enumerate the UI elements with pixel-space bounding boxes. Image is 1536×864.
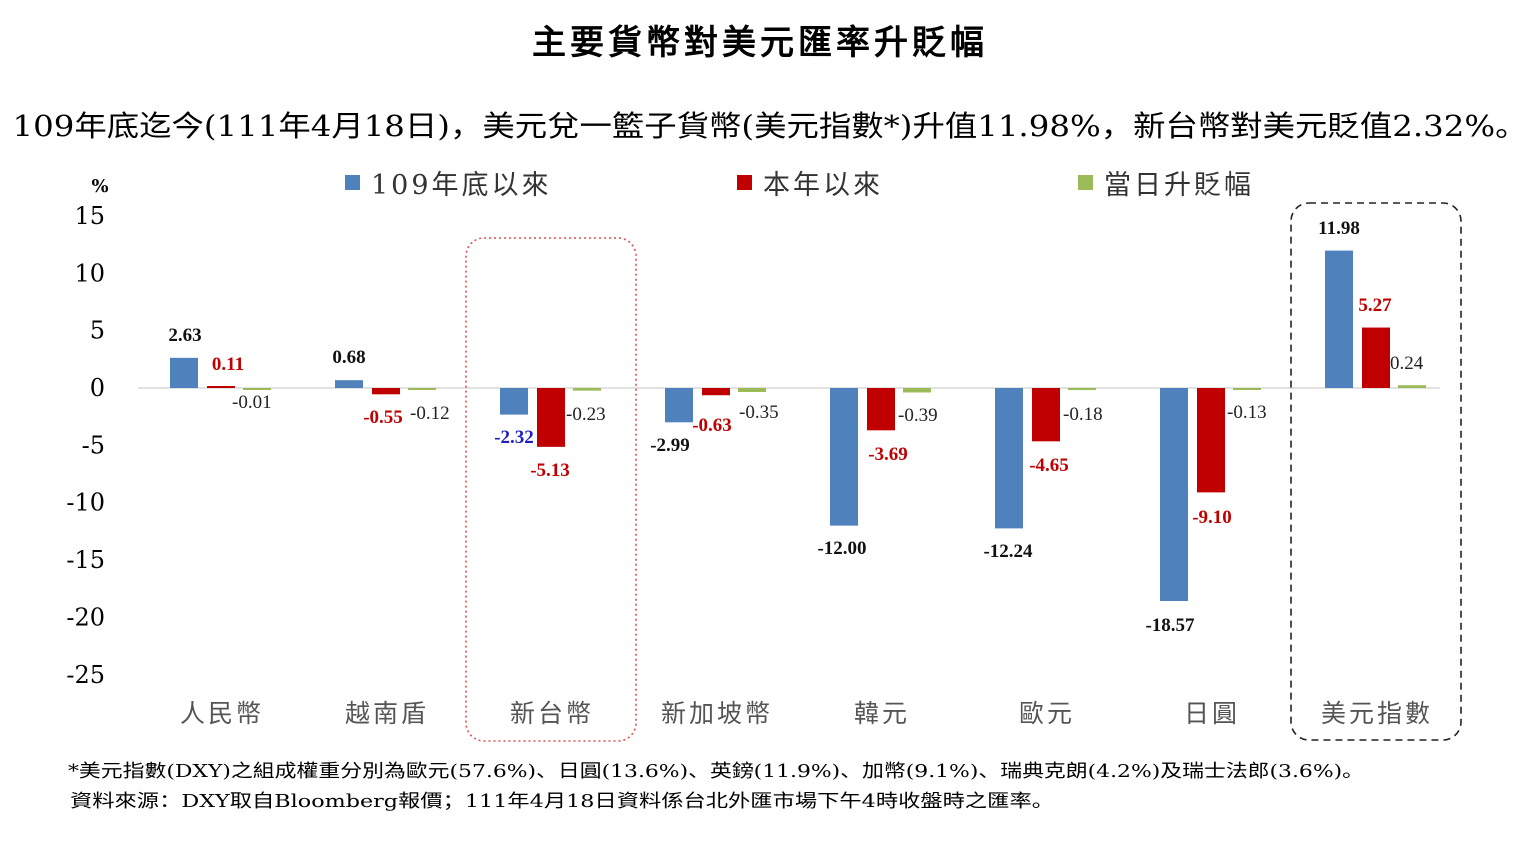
data-label: -3.69 (868, 444, 908, 465)
bar (1233, 388, 1261, 390)
bar (665, 388, 693, 423)
category-label: 韓元 (854, 699, 910, 728)
bar (995, 388, 1023, 529)
y-tick-label: 10 (74, 259, 105, 287)
data-label: -2.32 (494, 427, 534, 448)
y-tick-label: -15 (66, 546, 105, 574)
legend-swatch (345, 175, 360, 190)
bar (903, 388, 931, 393)
bar (1068, 388, 1096, 391)
legend-label: 本年以來 (763, 170, 883, 201)
data-label: -0.39 (898, 405, 938, 426)
bar (1325, 250, 1353, 388)
bar (1032, 388, 1060, 442)
bar (1197, 388, 1225, 493)
data-label: 0.11 (212, 354, 244, 375)
legend-label: 當日升貶幅 (1104, 170, 1254, 201)
bar (1398, 385, 1426, 388)
data-label: 2.63 (168, 325, 201, 346)
data-label: 11.98 (1318, 218, 1360, 239)
bar (207, 386, 235, 388)
bar (573, 388, 601, 391)
bar (830, 388, 858, 526)
bar (537, 388, 565, 447)
data-label: 0.24 (1390, 353, 1424, 374)
y-axis: 15 10 5 0 -5 -10 -15 -20 -25 (66, 202, 1440, 689)
bar (1362, 327, 1390, 388)
y-tick-label: 5 (90, 317, 105, 345)
bar (1160, 388, 1188, 601)
bar (738, 388, 766, 393)
data-label: -0.12 (410, 403, 450, 424)
category-label: 越南盾 (345, 699, 429, 728)
data-label: -18.57 (1145, 615, 1195, 636)
category-label: 美元指數 (1321, 699, 1433, 728)
bar (500, 388, 528, 415)
footnote-weights: *美元指數(DXY)之組成權重分別為歐元(57.6%)、日圓(13.6%)、英鎊… (68, 761, 1364, 782)
legend-swatch (737, 175, 752, 190)
bar (702, 388, 730, 396)
legend-swatch (1078, 175, 1093, 190)
bars (170, 250, 1426, 601)
bar (335, 380, 363, 388)
bar (243, 388, 271, 390)
data-label: 5.27 (1358, 295, 1392, 316)
data-label: 0.68 (332, 347, 365, 368)
data-label: -0.13 (1227, 402, 1267, 423)
bar (408, 388, 436, 390)
y-tick-label: -20 (66, 603, 105, 631)
data-label: -4.65 (1029, 455, 1069, 476)
data-label: -0.23 (566, 404, 606, 425)
data-label: -2.99 (650, 435, 690, 456)
y-axis-label: % (91, 176, 108, 197)
chart-subtitle: 109年底迄今(111年4月18日)，美元兌一籃子貨幣(美元指數*)升值11.9… (13, 109, 1528, 143)
data-label: -0.35 (739, 402, 779, 423)
category-label: 日圓 (1184, 699, 1240, 728)
data-label: -5.13 (530, 460, 570, 481)
category-label: 新加坡幣 (661, 699, 773, 728)
highlight-box (1290, 202, 1462, 741)
footnote-source: 資料來源：DXY取自Bloomberg報價；111年4月18日資料係台北外匯市場… (70, 791, 1054, 812)
data-label: -9.10 (1192, 507, 1232, 528)
bar (170, 357, 198, 388)
data-label: -0.01 (232, 392, 272, 413)
bar (867, 388, 895, 431)
legend: 109年底以來 本年以來 當日升貶幅 (345, 170, 1254, 201)
data-label: -0.55 (363, 407, 403, 428)
x-axis-categories: 人民幣 越南盾 新台幣 新加坡幣 韓元 歐元 日圓 美元指數 (180, 699, 1433, 728)
data-label: -12.00 (817, 538, 866, 559)
data-label: -0.18 (1063, 404, 1103, 425)
category-label: 新台幣 (510, 699, 594, 728)
y-tick-label: 0 (90, 374, 105, 402)
data-label: -0.63 (692, 415, 732, 436)
category-label: 歐元 (1019, 699, 1075, 728)
y-tick-label: -5 (82, 431, 105, 459)
legend-label: 109年底以來 (371, 170, 552, 201)
category-label: 人民幣 (180, 699, 264, 728)
data-label: -12.24 (983, 541, 1033, 562)
data-labels: 2.63 0.68 -2.32 -2.99 -12.00 -12.24 -18.57 11.9… (168, 218, 1423, 636)
highlight-box (465, 237, 637, 742)
chart-title: 主要貨幣對美元匯率升貶幅 (532, 23, 988, 63)
y-tick-label: -25 (66, 661, 105, 689)
y-tick-label: -10 (66, 489, 105, 517)
bar (372, 388, 400, 395)
highlight-boxes (465, 202, 1462, 742)
y-tick-label: 15 (74, 202, 105, 230)
